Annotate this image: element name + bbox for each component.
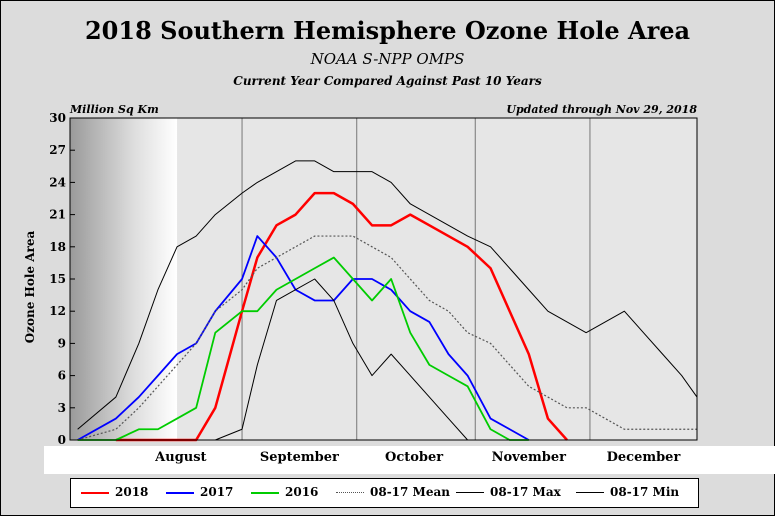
y-tick-label-0: 0 bbox=[58, 433, 66, 447]
legend-item-mean: 08-17 Mean bbox=[336, 485, 450, 499]
series-line-2016-0 bbox=[77, 256, 529, 441]
y-tick-label-30: 30 bbox=[49, 111, 66, 125]
series-line-08-17-max-0 bbox=[77, 160, 698, 430]
y-tick-label-12: 12 bbox=[49, 304, 66, 318]
polar-night-shading bbox=[70, 118, 178, 440]
legend-swatch-max bbox=[456, 492, 484, 493]
legend-label-mean: 08-17 Mean bbox=[370, 485, 450, 499]
legend-item-max: 08-17 Max bbox=[456, 485, 561, 499]
plot-border bbox=[69, 117, 698, 441]
chart-title: 2018 Southern Hemisphere Ozone Hole Area bbox=[84, 16, 691, 45]
legend-swatch-2017 bbox=[166, 491, 194, 494]
x-month-label-october: October bbox=[385, 450, 443, 465]
x-month-label-november: November bbox=[492, 450, 566, 465]
y-tick-label-24: 24 bbox=[49, 175, 66, 189]
x-month-label-december: December bbox=[607, 450, 681, 465]
units-label: Million Sq Km bbox=[70, 103, 159, 116]
series-line-2017-0 bbox=[77, 235, 530, 441]
y-tick-label-3: 3 bbox=[58, 401, 66, 415]
legend-item-min: 08-17 Min bbox=[576, 485, 679, 499]
y-tick-label-27: 27 bbox=[49, 143, 66, 157]
legend-item-2018: 2018 bbox=[81, 485, 148, 499]
legend-label-2017: 2017 bbox=[200, 485, 234, 499]
legend-label-2016: 2016 bbox=[285, 485, 319, 499]
month-label-band bbox=[44, 446, 775, 474]
y-tick-label-6: 6 bbox=[58, 369, 66, 383]
x-month-label-august: August bbox=[154, 450, 206, 465]
legend-label-max: 08-17 Max bbox=[490, 485, 561, 499]
legend-swatch-2016 bbox=[251, 491, 279, 494]
y-tick-label-9: 9 bbox=[58, 336, 66, 350]
chart-subtitle-comparison: Current Year Compared Against Past 10 Ye… bbox=[233, 74, 542, 88]
updated-label: Updated through Nov 29, 2018 bbox=[506, 103, 697, 116]
chart-subtitle: NOAA S-NPP OMPS bbox=[310, 50, 465, 68]
legend-label-2018: 2018 bbox=[115, 485, 149, 499]
legend-swatch-min bbox=[576, 492, 604, 493]
legend-swatch-2018 bbox=[81, 491, 109, 494]
legend-label-min: 08-17 Min bbox=[610, 485, 680, 499]
series-line-08-17-mean-0 bbox=[77, 235, 697, 441]
chart-legend: 2018 2017 2016 08-17 Mean 08-17 Max 08-1… bbox=[70, 478, 699, 508]
chart-header: 2018 Southern Hemisphere Ozone Hole Area… bbox=[0, 0, 775, 100]
y-tick-label-15: 15 bbox=[49, 272, 66, 286]
legend-item-2016: 2016 bbox=[251, 485, 318, 499]
legend-item-2017: 2017 bbox=[166, 485, 233, 499]
x-month-label-september: September bbox=[260, 450, 339, 465]
y-tick-label-21: 21 bbox=[49, 208, 66, 222]
y-tick-label-18: 18 bbox=[49, 240, 66, 254]
legend-swatch-mean bbox=[336, 492, 364, 493]
